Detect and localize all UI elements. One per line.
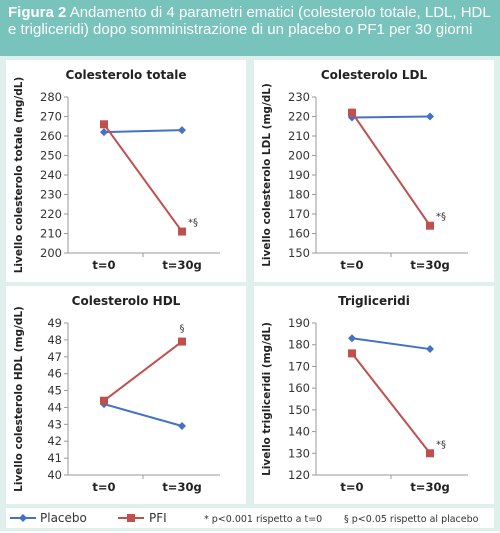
x-tick-label-t-0: t=0 [340, 258, 363, 272]
y-tick-label: 190 [288, 168, 310, 182]
y-tick-label: 170 [288, 359, 310, 373]
data-point-pfi [348, 108, 356, 117]
y-tick-label: 130 [288, 446, 310, 460]
series-line-placebo [351, 337, 431, 351]
legend-placebo-label: Placebo [40, 511, 87, 525]
legend-note-significance-time: * p<0.001 rispetto a t=0 [204, 514, 322, 525]
series-line-placebo [103, 129, 183, 134]
y-tick-label: 180 [288, 188, 310, 202]
y-tick-label: 170 [288, 207, 310, 221]
y-tick-label: 43 [47, 417, 62, 431]
x-tick-label-t-0: t=0 [340, 480, 363, 494]
data-label-pfi: § [180, 324, 185, 335]
y-tick-label: 160 [288, 381, 310, 395]
legend-placebo-marker [19, 514, 27, 522]
y-tick-label: 260 [40, 129, 62, 143]
data-point-pfi [348, 349, 356, 358]
chart-colesterolo-hdl: Colesterolo HDL Livello colesterolo HDL (… [13, 294, 220, 494]
chart-title: Colesterolo totale [65, 68, 186, 82]
figure-label: Figura 2 [8, 4, 67, 21]
data-label-pfi: *§ [188, 218, 198, 229]
y-tick-label: 180 [288, 338, 310, 352]
y-tick-label: 220 [288, 110, 310, 124]
y-tick-label: 42 [47, 434, 62, 448]
y-axis-label: Livello colesterolo LDL (mg/dL) [261, 83, 273, 267]
y-tick-label: 250 [40, 149, 62, 163]
x-tick-label-t-0: t=0 [92, 258, 115, 272]
data-point-pfi [178, 337, 186, 346]
y-tick-label: 200 [288, 149, 310, 163]
series-line-pfi [351, 112, 431, 227]
chart-title: Trigliceridi [338, 294, 410, 308]
data-point-pfi [100, 396, 108, 405]
chart-panel-colesterolo-ldl: Colesterolo LDL Livello colesterolo LDL (… [254, 60, 494, 282]
data-point-pfi [178, 227, 186, 236]
y-tick-label: 150 [288, 403, 310, 417]
y-tick-label: 240 [40, 168, 62, 182]
y-tick-label: 160 [288, 227, 310, 241]
legend-note-significance-placebo: § p<0.05 rispetto al placebo [344, 514, 479, 525]
y-tick-label: 45 [47, 384, 62, 398]
chart-colesterolo-totale: Colesterolo totale Livello colesterolo to… [13, 68, 220, 274]
y-tick-label: 49 [47, 316, 62, 330]
series-line-pfi [351, 352, 431, 454]
y-axis-label: Livello colesterolo HDL (mg/dL) [13, 306, 25, 492]
y-tick-label: 47 [47, 350, 62, 364]
y-axis-label: Livello colesterolo totale (mg/dL) [13, 77, 25, 274]
data-point-pfi [100, 120, 108, 129]
y-tick-label: 210 [288, 129, 310, 143]
chart-title: Colesterolo LDL [321, 68, 428, 82]
legend: Placebo PFI * p<0.001 rispetto a t=0 § p… [6, 508, 494, 528]
y-tick-label: 44 [47, 400, 62, 414]
y-tick-label: 230 [40, 188, 62, 202]
figure-header: Figura 2 Andamento di 4 parametri ematic… [0, 0, 500, 56]
y-tick-label: 46 [47, 367, 62, 381]
data-label-pfi: *§ [436, 439, 446, 450]
y-tick-label: 210 [40, 227, 62, 241]
y-tick-label: 220 [40, 207, 62, 221]
legend-pfi-label: PFI [149, 511, 167, 525]
y-tick-label: 230 [288, 90, 310, 104]
y-tick-label: 280 [40, 90, 62, 104]
y-tick-label: 150 [288, 246, 310, 260]
y-tick-label: 120 [288, 468, 310, 482]
legend-pfi-marker [127, 514, 135, 522]
chart-panel-colesterolo-hdl: Colesterolo HDL Livello colesterolo HDL (… [6, 286, 246, 504]
x-tick-label-t-30g: t=30g [410, 480, 449, 494]
data-point-placebo [348, 334, 356, 343]
series-line-pfi [103, 340, 183, 402]
data-point-placebo [100, 128, 108, 137]
figure-caption: Andamento di 4 parametri ematici (colest… [8, 4, 491, 38]
y-tick-label: 140 [288, 425, 310, 439]
series-line-placebo [103, 403, 183, 427]
y-tick-label: 41 [47, 451, 62, 465]
chart-panel-trigliceridi: Trigliceridi Livello trigliceridi (mg/dL)… [254, 286, 494, 504]
y-tick-label: 40 [47, 468, 62, 482]
data-point-placebo [426, 112, 434, 121]
chart-trigliceridi: Trigliceridi Livello trigliceridi (mg/dL)… [261, 294, 468, 494]
x-tick-label-t-30g: t=30g [162, 258, 201, 272]
chart-title: Colesterolo HDL [72, 294, 181, 308]
y-tick-label: 48 [47, 333, 62, 347]
data-point-placebo [178, 422, 186, 431]
x-tick-label-t-0: t=0 [92, 480, 115, 494]
y-tick-label: 200 [40, 246, 62, 260]
legend-graphic: Placebo PFI * p<0.001 rispetto a t=0 § p… [10, 511, 479, 525]
chart-colesterolo-ldl: Colesterolo LDL Livello colesterolo LDL (… [261, 68, 468, 272]
y-tick-label: 190 [288, 316, 310, 330]
series-line-pfi [103, 123, 183, 233]
data-point-pfi [426, 221, 434, 230]
chart-panel-colesterolo-totale: Colesterolo totale Livello colesterolo to… [6, 60, 246, 282]
data-label-pfi: *§ [436, 212, 446, 223]
x-tick-label-t-30g: t=30g [410, 258, 449, 272]
x-tick-label-t-30g: t=30g [162, 480, 201, 494]
y-tick-label: 270 [40, 110, 62, 124]
data-point-placebo [426, 345, 434, 354]
y-axis-label: Livello trigliceridi (mg/dL) [261, 322, 273, 476]
series-line-placebo [351, 115, 431, 119]
data-point-placebo [178, 126, 186, 135]
data-point-pfi [426, 449, 434, 458]
